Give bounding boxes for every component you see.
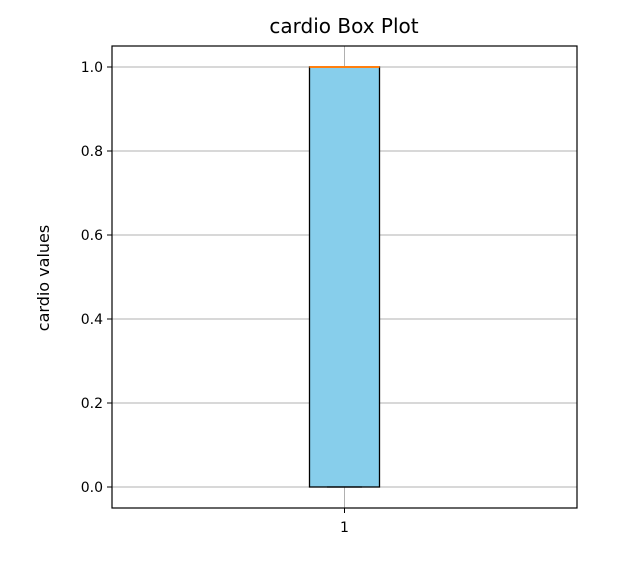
y-tick-label-0: 0.0 xyxy=(81,480,103,496)
axes: 0.0 0.2 0.4 0.6 0.8 1.0 1 xyxy=(81,45,578,536)
y-tick-label-4: 0.8 xyxy=(81,144,103,160)
box-0 xyxy=(308,66,381,488)
box-series xyxy=(308,66,381,488)
y-tick-label-1: 0.2 xyxy=(81,396,103,412)
y-tick-label-3: 0.6 xyxy=(81,228,103,244)
y-tick-label-2: 0.4 xyxy=(81,312,103,328)
chart-title: cardio Box Plot xyxy=(269,14,418,38)
x-tick-label-0: 1 xyxy=(340,520,349,536)
y-tick-label-5: 1.0 xyxy=(81,60,103,76)
y-axis-label: cardio values xyxy=(34,225,53,331)
